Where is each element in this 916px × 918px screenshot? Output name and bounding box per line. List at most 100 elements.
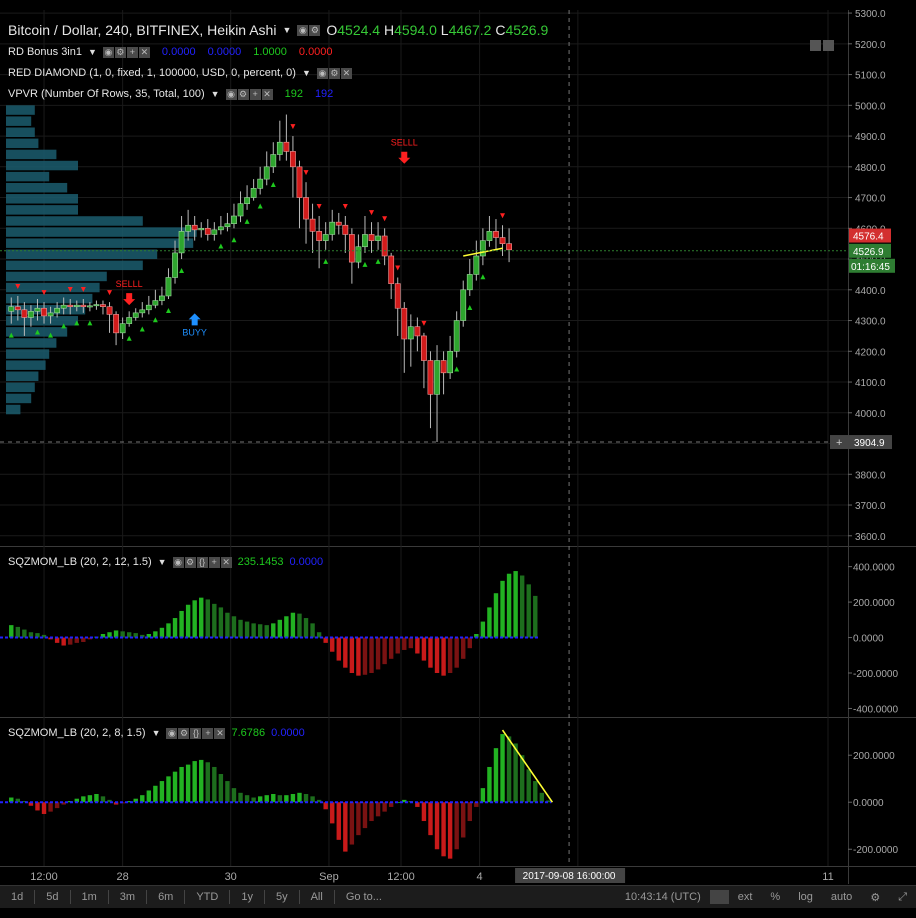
- source-code-icon[interactable]: {}: [196, 556, 208, 568]
- candle-body: [342, 224, 349, 235]
- price-label-high-bg: [849, 228, 891, 243]
- auto-toggle[interactable]: auto: [830, 891, 853, 903]
- momentum-bar: [349, 802, 355, 845]
- candle-body: [211, 229, 218, 235]
- close-icon[interactable]: ✕: [138, 46, 150, 58]
- gear-icon[interactable]: ⚙: [870, 891, 881, 904]
- percent-toggle[interactable]: %: [770, 891, 781, 903]
- momentum-bar: [506, 573, 512, 638]
- close-icon[interactable]: ✕: [340, 67, 352, 79]
- momentum-bar: [100, 634, 106, 638]
- candle-body: [335, 221, 342, 226]
- source-code-icon[interactable]: {}: [190, 727, 202, 739]
- candle-body: [67, 304, 74, 308]
- vpvr-bar: [6, 382, 35, 393]
- chevron-down-icon[interactable]: ▼: [282, 25, 292, 35]
- close-icon[interactable]: ✕: [220, 556, 232, 568]
- candle-body: [244, 197, 250, 205]
- momentum-bar: [487, 766, 492, 803]
- momentum-bar: [153, 785, 158, 803]
- momentum-bar: [316, 632, 322, 638]
- plus-icon[interactable]: +: [202, 727, 214, 739]
- candle-body: [80, 304, 87, 308]
- buy-marker: [87, 320, 93, 326]
- candle-body: [388, 255, 395, 284]
- goto-button[interactable]: Go to...: [345, 891, 382, 903]
- y-tick-label: 5000.0: [855, 101, 886, 112]
- timeframe-5d[interactable]: 5d: [46, 891, 59, 903]
- timeframe-6m[interactable]: 6m: [158, 891, 174, 903]
- gear-icon[interactable]: ⚙: [178, 727, 190, 739]
- timeframe-all[interactable]: All: [310, 891, 323, 903]
- eye-icon[interactable]: ◉: [225, 88, 237, 100]
- gear-icon[interactable]: ⚙: [328, 67, 340, 79]
- momentum-bar: [199, 597, 204, 638]
- chevron-down-icon[interactable]: ▼: [210, 89, 220, 99]
- timeframe-ytd[interactable]: YTD: [196, 891, 219, 903]
- indicator-name[interactable]: RED DIAMOND (1, 0, fixed, 1, 100000, USD…: [8, 67, 296, 79]
- gear-icon[interactable]: ⚙: [184, 556, 196, 568]
- plus-icon[interactable]: +: [126, 46, 138, 58]
- gear-icon[interactable]: ⚙: [237, 88, 249, 100]
- candle-body: [132, 312, 139, 318]
- close-icon[interactable]: ✕: [261, 88, 273, 100]
- chevron-down-icon[interactable]: ▼: [301, 68, 311, 78]
- symbol-title[interactable]: Bitcoin / Dollar, 240, BITFINEX, Heikin …: [8, 22, 277, 38]
- buy-marker: [480, 274, 486, 280]
- candle-body: [479, 240, 486, 257]
- gear-icon[interactable]: ⚙: [309, 24, 321, 36]
- indicator-name[interactable]: VPVR (Number Of Rows, 35, Total, 100): [8, 88, 205, 100]
- momentum-bar: [277, 795, 283, 803]
- buy-marker: [270, 181, 276, 187]
- crosshair-price-bg: [830, 435, 892, 450]
- sqz2-name[interactable]: SQZMOM_LB (20, 2, 8, 1.5): [8, 727, 146, 739]
- ohlc-key-o: O: [326, 22, 338, 38]
- chevron-down-icon[interactable]: ▼: [151, 728, 161, 738]
- candle-body: [191, 224, 198, 231]
- sqz1-name[interactable]: SQZMOM_LB (20, 2, 12, 1.5): [8, 556, 152, 568]
- candle-body: [119, 323, 126, 334]
- eye-icon[interactable]: ◉: [316, 67, 328, 79]
- ohlc-key-h: H: [380, 22, 395, 38]
- vpvr-bar: [6, 116, 32, 126]
- eye-icon[interactable]: ◉: [102, 46, 114, 58]
- momentum-bar: [120, 631, 125, 638]
- momentum-bar: [500, 580, 505, 638]
- candle-body: [14, 306, 21, 311]
- momentum-bar: [297, 792, 302, 803]
- ext-toggle[interactable]: ext: [737, 891, 753, 903]
- candle-body: [106, 306, 113, 315]
- timeframe-1m[interactable]: 1m: [81, 891, 97, 903]
- x-tick-label: 12:00: [30, 871, 58, 883]
- chevron-down-icon[interactable]: ▼: [88, 47, 97, 57]
- log-toggle[interactable]: log: [798, 891, 813, 903]
- candle-body: [172, 252, 178, 278]
- sell-marker: [67, 287, 73, 293]
- timeframe-5y[interactable]: 5y: [275, 891, 288, 903]
- indicator-value: 192: [284, 88, 303, 100]
- arrow-up-icon: [188, 313, 201, 326]
- gear-icon[interactable]: ⚙: [114, 46, 126, 58]
- eye-icon[interactable]: ◉: [297, 24, 309, 36]
- timeframe-3m[interactable]: 3m: [119, 891, 136, 903]
- plus-icon[interactable]: +: [249, 88, 261, 100]
- fullscreen-icon[interactable]: ⤢: [898, 890, 907, 903]
- candle-body: [362, 234, 368, 248]
- momentum-bar: [356, 637, 361, 676]
- chevron-down-icon[interactable]: ▼: [157, 557, 167, 567]
- eye-icon[interactable]: ◉: [172, 556, 184, 568]
- sell-marker: [421, 320, 427, 326]
- plus-icon[interactable]: +: [208, 556, 220, 568]
- momentum-bar: [277, 619, 283, 638]
- timeframe-1d[interactable]: 1d: [11, 891, 24, 903]
- indicator-name[interactable]: RD Bonus 3in1: [8, 46, 82, 58]
- close-icon[interactable]: ✕: [214, 727, 226, 739]
- momentum-bar: [428, 802, 433, 836]
- sell-marker: [303, 170, 309, 176]
- eye-icon[interactable]: ◉: [166, 727, 178, 739]
- vpvr-bar: [6, 404, 21, 415]
- timeframe-1y[interactable]: 1y: [241, 891, 253, 903]
- candle-body: [198, 228, 205, 231]
- y-tick-label: -200.0000: [853, 845, 898, 856]
